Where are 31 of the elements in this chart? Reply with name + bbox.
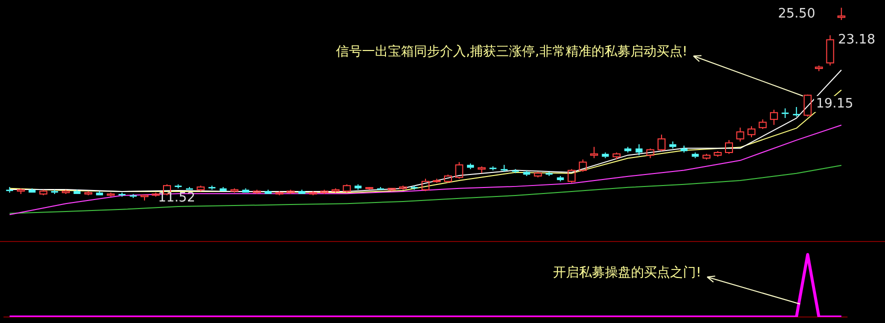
candlestick: [624, 146, 632, 154]
candlestick: [74, 189, 81, 194]
annotation: 19.15: [816, 96, 854, 112]
annotation: 11.52: [158, 190, 196, 206]
candlestick: [792, 106, 800, 118]
annotation: 23.18: [838, 32, 876, 48]
candlestick: [174, 184, 182, 189]
candlestick: [636, 144, 643, 156]
candlestick: [410, 185, 418, 190]
candlestick: [556, 176, 564, 182]
candlestick: [264, 189, 272, 194]
candlestick: [96, 190, 104, 196]
candlestick: [782, 108, 789, 118]
candlestick: [118, 192, 126, 198]
candlestick: [669, 141, 676, 149]
candlestick: [140, 194, 148, 202]
candlestick: [837, 7, 846, 21]
candlestick: [590, 146, 598, 159]
annotation: 25.50: [778, 6, 816, 22]
annotation: 信号一出宝箱同步介入,捕获三涨停,非常精准的私募启动买点!: [336, 43, 688, 60]
candlestick: [500, 164, 508, 172]
candlestick: [6, 186, 14, 194]
candlestick: [680, 145, 688, 154]
candlestick: [298, 189, 306, 194]
candlestick: [51, 189, 58, 194]
candlestick: [220, 186, 227, 192]
candlestick: [512, 168, 519, 174]
candlestick: [208, 185, 216, 190]
annotation: 开启私募操盘的买点之门!: [553, 264, 702, 280]
candlestick: [489, 166, 496, 171]
candlestick: [546, 171, 553, 177]
